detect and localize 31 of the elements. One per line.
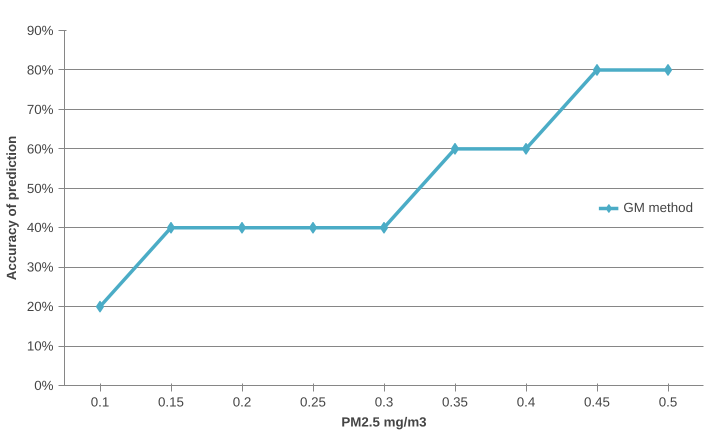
x-tick-label: 0.35 (442, 394, 468, 410)
x-tick-label: 0.15 (158, 394, 184, 410)
x-tick-label: 0.1 (90, 394, 110, 410)
point (308, 222, 318, 234)
point (380, 222, 388, 234)
point (592, 64, 602, 76)
y-tick-label: 80% (26, 62, 54, 78)
x-axis-title: PM2.5 mg/m3 (341, 414, 427, 430)
y-axis-title: Accuracy of prediction (4, 136, 19, 280)
x-tick-label: 0.4 (516, 394, 536, 410)
y-tick-label: 30% (26, 260, 54, 275)
y-tick-label: 0% (34, 378, 54, 393)
legend-label: GM method (623, 200, 693, 215)
point (450, 142, 460, 155)
point (522, 142, 530, 155)
y-tick-label: 90% (26, 23, 54, 38)
point (96, 300, 104, 313)
point (664, 64, 672, 76)
y-tick-label: 50% (26, 180, 54, 196)
x-tick-label: 0.5 (658, 394, 678, 410)
y-tick-label: 20% (26, 299, 54, 314)
x-tick-label: 0.2 (232, 394, 252, 410)
x-tick-label: 0.45 (584, 394, 610, 410)
y-tick-label: 40% (26, 220, 54, 236)
x-tick-label: 0.3 (374, 394, 394, 410)
point (166, 222, 176, 234)
y-tick-label: 60% (26, 141, 54, 156)
y-tick-label: 10% (26, 338, 54, 354)
point (238, 222, 246, 234)
y-tick-label: 70% (26, 102, 54, 117)
x-tick-label: 0.25 (300, 394, 326, 410)
